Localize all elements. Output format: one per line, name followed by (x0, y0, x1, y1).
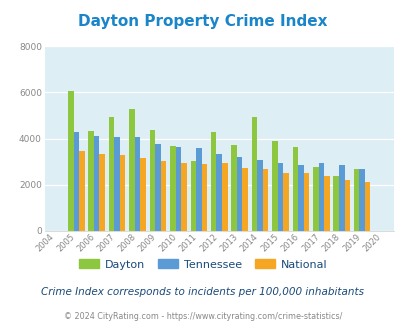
Bar (99, 154, 105, 231)
Bar (283, 173, 288, 231)
Text: Crime Index corresponds to incidents per 100,000 inhabitants: Crime Index corresponds to incidents per… (41, 287, 364, 297)
Bar (109, 116, 114, 231)
Bar (181, 163, 186, 231)
Bar (251, 117, 257, 231)
Bar (134, 137, 140, 231)
Bar (140, 158, 145, 231)
Bar (73, 132, 79, 231)
Bar (216, 154, 222, 231)
Bar (170, 146, 175, 231)
Text: © 2024 CityRating.com - https://www.cityrating.com/crime-statistics/: © 2024 CityRating.com - https://www.city… (64, 312, 341, 321)
Bar (344, 180, 349, 231)
Bar (149, 130, 155, 231)
Bar (68, 91, 73, 231)
Bar (364, 182, 369, 231)
Bar (242, 168, 247, 231)
Text: Dayton Property Crime Index: Dayton Property Crime Index (78, 14, 327, 29)
Bar (292, 147, 297, 231)
Bar (323, 176, 329, 231)
Bar (155, 144, 160, 231)
Bar (297, 165, 303, 231)
Bar (272, 141, 277, 231)
Bar (94, 136, 99, 231)
Bar (358, 169, 364, 231)
Bar (277, 163, 283, 231)
Bar (257, 160, 262, 231)
Bar (312, 168, 318, 231)
Bar (231, 145, 237, 231)
Bar (119, 155, 125, 231)
Bar (222, 163, 227, 231)
Bar (211, 132, 216, 231)
Bar (353, 169, 358, 231)
Bar (201, 164, 207, 231)
Bar (318, 163, 323, 231)
Bar (190, 161, 196, 231)
Bar (79, 151, 84, 231)
Bar (114, 137, 119, 231)
Bar (338, 165, 344, 231)
Bar (160, 161, 166, 231)
Bar (88, 130, 94, 231)
Bar (175, 147, 181, 231)
Bar (303, 173, 309, 231)
Legend: Dayton, Tennessee, National: Dayton, Tennessee, National (74, 255, 331, 274)
Bar (262, 169, 268, 231)
Bar (196, 148, 201, 231)
Bar (129, 109, 134, 231)
Bar (333, 176, 338, 231)
Bar (237, 157, 242, 231)
